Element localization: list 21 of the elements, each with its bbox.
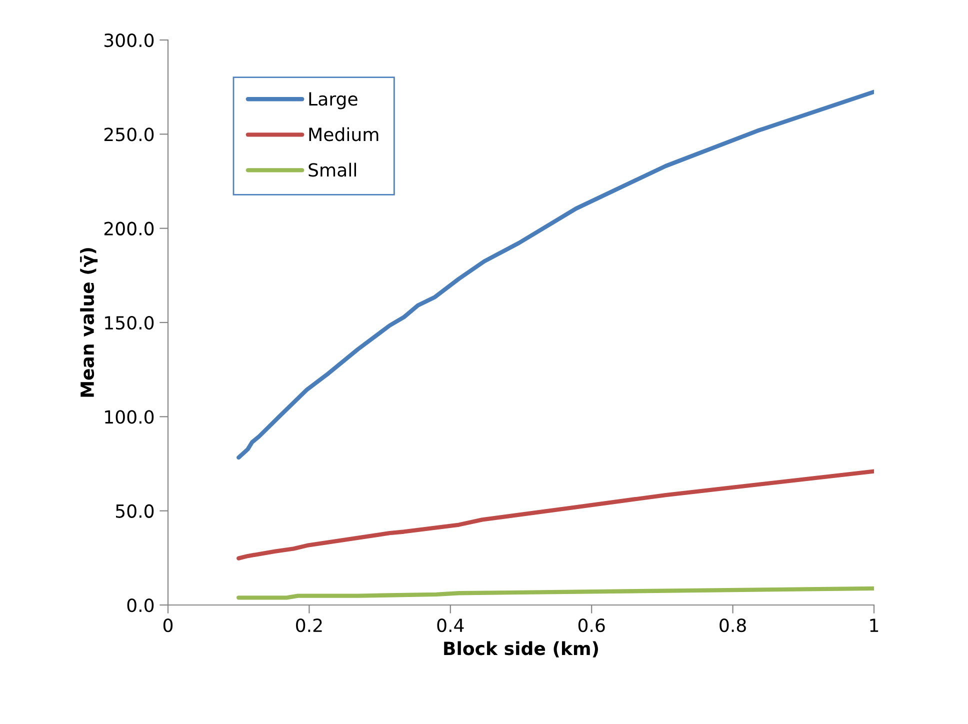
line-series <box>236 586 874 600</box>
x-tick-label: 0.6 <box>578 618 605 632</box>
y-tick-label: 150.0 <box>105 316 154 330</box>
y-tick-label: 50.0 <box>116 504 154 518</box>
y-tick-label: 200.0 <box>104 222 154 236</box>
x-tick-label: 0 <box>163 618 173 632</box>
legend-label: Large <box>309 92 358 110</box>
x-tick-label: 1 <box>870 618 878 632</box>
x-axis-title: Block side (km) <box>444 641 598 658</box>
x-tick-label: 0.2 <box>296 618 322 632</box>
line-series <box>236 90 874 460</box>
legend-label: Small <box>308 162 356 177</box>
y-tick-label: 250.0 <box>104 128 154 142</box>
legend-label: Medium <box>309 127 378 142</box>
y-tick-label: 0.0 <box>127 598 154 612</box>
x-tick-label: 0.4 <box>437 618 464 632</box>
x-tick-label: 0.8 <box>720 618 746 632</box>
y-axis-title: Mean value (γ̄) <box>80 248 98 397</box>
y-tick-label: 300.0 <box>104 33 154 48</box>
line-series <box>236 469 874 560</box>
y-tick-label: 100.0 <box>105 410 154 424</box>
